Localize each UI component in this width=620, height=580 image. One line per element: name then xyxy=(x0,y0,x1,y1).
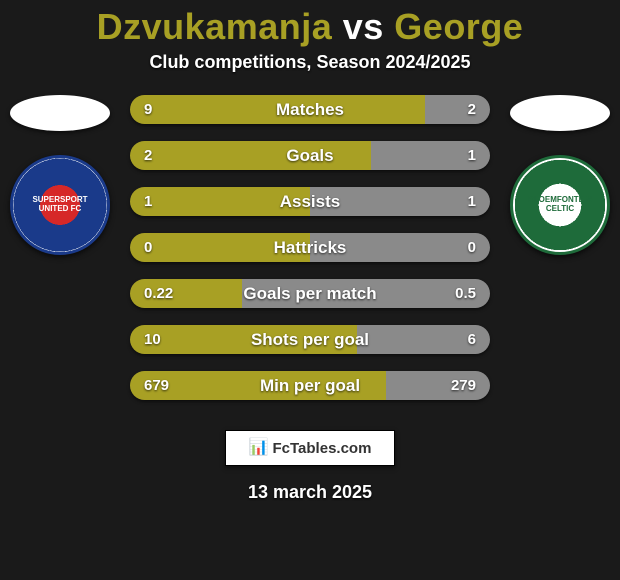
stat-left-segment xyxy=(130,95,425,124)
stat-row: 21Goals xyxy=(130,141,490,170)
stat-left-segment xyxy=(130,325,357,354)
left-club-crest: SUPERSPORT UNITED FC xyxy=(10,155,110,255)
stat-left-segment xyxy=(130,279,242,308)
page-title: Dzvukamanja vs George xyxy=(0,0,620,48)
stat-row: 106Shots per goal xyxy=(130,325,490,354)
stat-right-segment xyxy=(386,371,490,400)
right-player-photo-placeholder xyxy=(510,95,610,131)
chart-icon: 📊 xyxy=(249,440,269,456)
stats-bars: 92Matches 21Goals 11Assists 00Hattricks 0.22… xyxy=(130,95,490,400)
title-vs: vs xyxy=(332,6,394,47)
generated-date: 13 march 2025 xyxy=(0,482,620,503)
stat-left-segment xyxy=(130,371,386,400)
subtitle: Club competitions, Season 2024/2025 xyxy=(0,52,620,73)
footer-brand-text: FcTables.com xyxy=(273,440,372,457)
stat-right-segment xyxy=(371,141,490,170)
left-player-photo-placeholder xyxy=(10,95,110,131)
right-club-crest: BLOEMFONTEIN CELTIC xyxy=(510,155,610,255)
stat-right-segment xyxy=(425,95,490,124)
stat-row: 92Matches xyxy=(130,95,490,124)
title-player1: Dzvukamanja xyxy=(97,6,333,47)
stat-left-segment xyxy=(130,141,371,170)
stat-right-segment xyxy=(310,187,490,216)
stat-row: 679279Min per goal xyxy=(130,371,490,400)
stat-right-segment xyxy=(310,233,490,262)
stat-left-segment xyxy=(130,187,310,216)
stat-row: 11Assists xyxy=(130,187,490,216)
footer-brand[interactable]: 📊 FcTables.com xyxy=(225,430,395,466)
stat-row: 0.220.5Goals per match xyxy=(130,279,490,308)
stat-right-segment xyxy=(357,325,490,354)
right-player-column: BLOEMFONTEIN CELTIC xyxy=(500,95,620,255)
stat-right-segment xyxy=(242,279,490,308)
stat-left-segment xyxy=(130,233,310,262)
comparison-panel: SUPERSPORT UNITED FC BLOEMFONTEIN CELTIC… xyxy=(0,95,620,400)
title-player2: George xyxy=(394,6,523,47)
left-club-name: SUPERSPORT UNITED FC xyxy=(21,196,99,214)
left-player-column: SUPERSPORT UNITED FC xyxy=(0,95,120,255)
right-club-name: BLOEMFONTEIN CELTIC xyxy=(521,196,599,214)
stat-row: 00Hattricks xyxy=(130,233,490,262)
